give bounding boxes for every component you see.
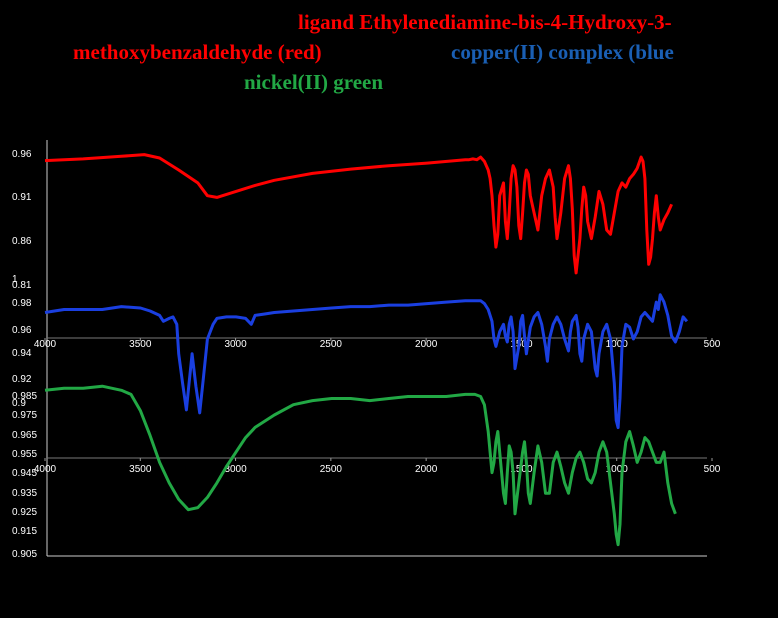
- green-x-tick-label: 2000: [415, 464, 438, 475]
- green-x-tick-label: 3000: [224, 464, 247, 475]
- green-x-tick-label: 4000: [34, 464, 57, 475]
- green-y-tick-label: 0.955: [12, 449, 37, 460]
- red-y-tick-label: 0.96: [12, 149, 32, 160]
- title-line-2: methoxybenzaldehyde (red): [73, 40, 322, 64]
- blue-y-tick-label: 0.92: [12, 374, 32, 385]
- title-line-1: ligand Ethylenediamine-bis-4-Hydroxy-3-: [298, 10, 672, 34]
- green-y-tick-label: 0.915: [12, 526, 37, 537]
- blue-y-tick-label: 0.98: [12, 298, 32, 309]
- red-spectrum-line: [44, 153, 673, 275]
- blue-x-tick-label: 1500: [510, 339, 533, 350]
- green-y-tick-label: 0.985: [12, 391, 37, 402]
- blue-x-tick-label: 1000: [606, 339, 629, 350]
- green-y-tick-label: 0.925: [12, 507, 37, 518]
- green-y-tick-label: 0.975: [12, 410, 37, 421]
- green-y-tick-label: 0.905: [12, 549, 37, 560]
- blue-x-tick-label: 3000: [224, 339, 247, 350]
- green-x-tick-label: 1000: [606, 464, 629, 475]
- blue-x-tick-label: 2500: [320, 339, 343, 350]
- blue-spectrum-line: [44, 293, 689, 430]
- green-y-tick-label: 0.935: [12, 488, 37, 499]
- green-x-tick-label: 3500: [129, 464, 152, 475]
- blue-y-tick-label: 0.94: [12, 348, 32, 359]
- green-spectrum-line: [44, 384, 677, 547]
- blue-x-tick-label: 2000: [415, 339, 438, 350]
- red-y-tick-label: 0.86: [12, 236, 32, 247]
- blue-y-tick-label: 1: [12, 274, 18, 285]
- title-line-3: copper(II) complex (blue: [451, 40, 674, 64]
- red-y-tick-label: 0.81: [12, 280, 32, 291]
- green-y-tick-label: 0.965: [12, 430, 37, 441]
- blue-y-tick-label: 0.9: [12, 398, 26, 409]
- blue-x-tick-label: 3500: [129, 339, 152, 350]
- blue-x-tick-label: 4000: [34, 339, 57, 350]
- green-y-tick-label: 0.945: [12, 468, 37, 479]
- red-y-tick-label: 0.91: [12, 192, 32, 203]
- blue-x-tick-label: 500: [704, 339, 721, 350]
- title-line-4: nickel(II) green: [244, 70, 384, 94]
- green-x-tick-label: 500: [704, 464, 721, 475]
- blue-y-tick-label: 0.96: [12, 325, 32, 336]
- green-x-tick-label: 2500: [320, 464, 343, 475]
